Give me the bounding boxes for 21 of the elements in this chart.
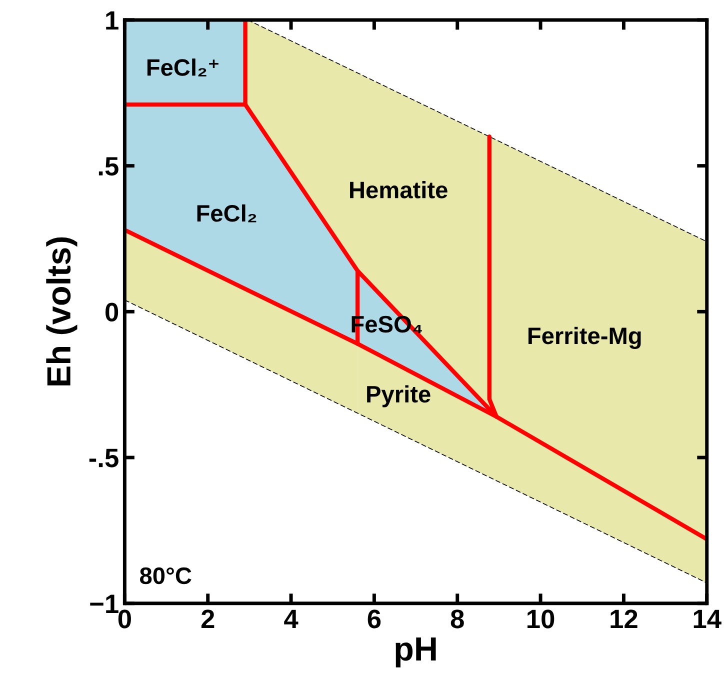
- x-tick-label: 6: [368, 610, 381, 628]
- x-tick-label: 8: [450, 610, 464, 628]
- x-tick-label: 0: [118, 610, 131, 628]
- annotation: Pyrite: [367, 385, 430, 408]
- y-tick-label: -.5: [89, 448, 118, 468]
- y-tick-label: −1: [90, 594, 118, 613]
- y-tick-label: 1: [106, 11, 118, 30]
- y-tick-label: 0: [106, 302, 118, 322]
- x-tick-label: 10: [528, 610, 554, 628]
- annotation: Ferrite-Mg: [528, 326, 641, 349]
- x-tick-label: 2: [201, 610, 214, 628]
- x-tick-label: 12: [610, 610, 638, 628]
- annotation: Hematite: [350, 181, 448, 198]
- x-tick-label: 14: [694, 610, 722, 628]
- x-axis-title: pH: [396, 638, 436, 668]
- y-tick-label: .5: [98, 157, 118, 176]
- annotation: FeCl₂: [197, 204, 256, 222]
- annotation: FeCl₂⁺: [147, 58, 218, 76]
- annotation: 80°C: [140, 567, 192, 584]
- y-axis-title: Eh (volts): [46, 237, 78, 386]
- x-tick-label: 4: [284, 610, 298, 628]
